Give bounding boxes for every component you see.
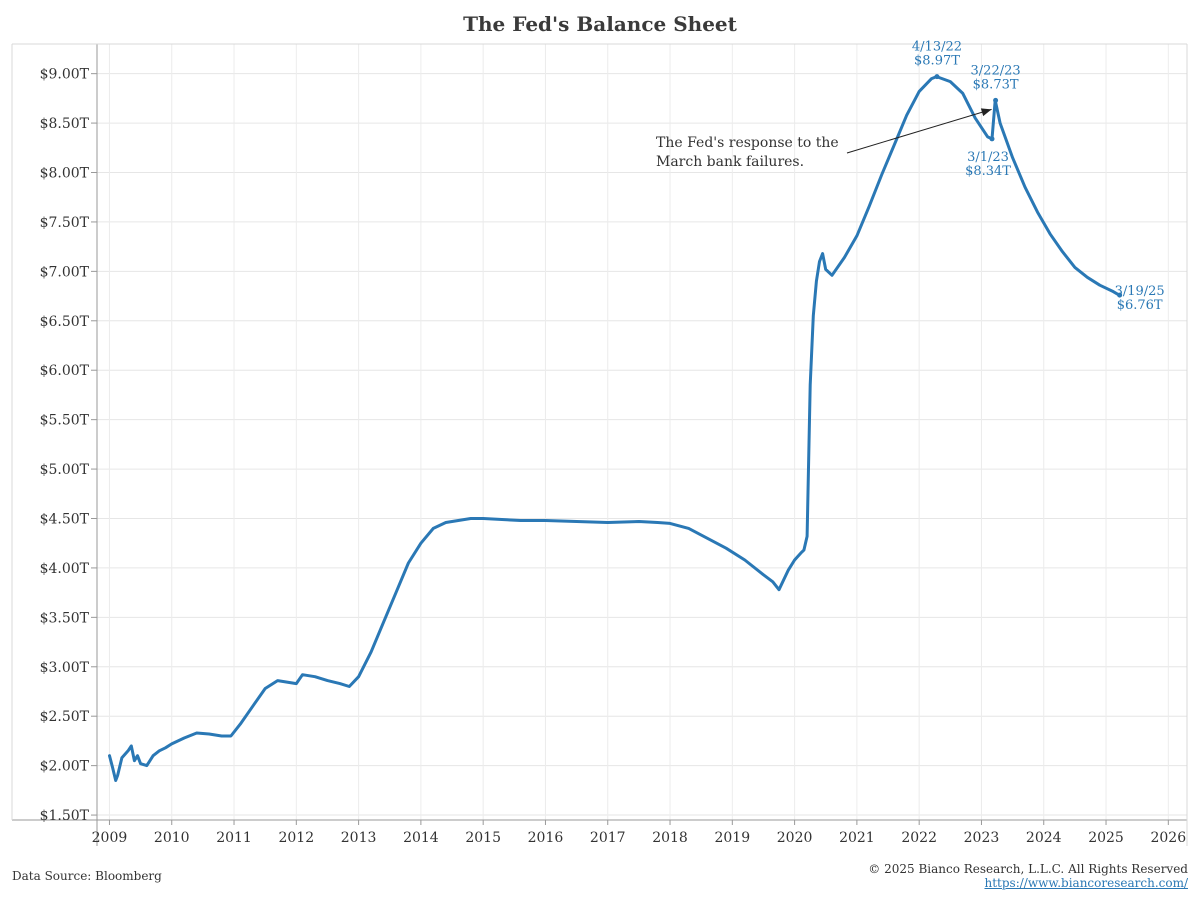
annotation-date: 3/19/25 <box>1115 284 1165 299</box>
y-tick-label: $4.50T <box>40 511 90 527</box>
note-arrow-line <box>846 108 992 154</box>
annotations: 4/13/22$8.97T 3/22/23$8.73T 3/1/23$8.34T 3/… <box>912 40 1165 313</box>
note-text: The Fed's response to the <box>656 135 839 151</box>
annotation-value: $8.73T <box>973 77 1019 92</box>
annotation-point <box>934 74 940 80</box>
y-tick-label: $4.00T <box>40 561 90 577</box>
x-tick-label: 2025 <box>1088 830 1124 846</box>
annotation-value: $8.97T <box>914 54 960 69</box>
website-link[interactable]: https://www.biancoresearch.com/ <box>984 876 1188 890</box>
y-tick-label: $9.00T <box>40 67 90 83</box>
y-tick-label: $3.50T <box>40 610 90 626</box>
grid <box>97 44 1187 820</box>
x-tick-label: 2022 <box>901 830 937 846</box>
y-ticks: $1.50T $2.00T $2.50T $3.00T $3.50T $4.00T $4.5… <box>40 67 90 824</box>
series-line <box>108 75 1121 782</box>
x-tick-label: 2009 <box>92 830 128 846</box>
annotation-date: 3/1/23 <box>967 150 1009 165</box>
x-tick-label: 2018 <box>652 830 688 846</box>
axes <box>11 43 1188 846</box>
annotation-value: $8.34T <box>965 164 1011 179</box>
annotation-date: 4/13/22 <box>912 40 962 55</box>
annotation-point <box>989 136 995 142</box>
note-arrow-head <box>980 108 992 117</box>
note-annotation: The Fed's response to the March bank fail… <box>656 108 992 170</box>
x-tick-label: 2012 <box>278 830 314 846</box>
x-tick-label: 2024 <box>1026 830 1062 846</box>
x-tick-label: 2013 <box>341 830 377 846</box>
y-tick-label: $6.50T <box>40 314 90 330</box>
copyright: © 2025 Bianco Research, L.L.C. All Right… <box>868 862 1188 876</box>
x-tick-label: 2021 <box>839 830 875 846</box>
x-tick-label: 2017 <box>590 830 626 846</box>
y-tick-label: $3.00T <box>40 660 90 676</box>
chart-title: The Fed's Balance Sheet <box>463 12 737 36</box>
y-tick-label: $2.50T <box>40 709 90 725</box>
x-tick-label: 2015 <box>465 830 501 846</box>
x-tick-label: 2011 <box>216 830 252 846</box>
annotation-value: $6.76T <box>1117 298 1163 313</box>
annotation-point <box>993 97 999 103</box>
y-tick-label: $5.00T <box>40 462 90 478</box>
y-tick-label: $8.00T <box>40 166 90 182</box>
y-tick-label: $7.50T <box>40 215 90 231</box>
x-tick-label: 2014 <box>403 830 439 846</box>
y-tick-label: $7.00T <box>40 264 90 280</box>
x-tick-label: 2023 <box>964 830 1000 846</box>
x-tick-label: 2020 <box>777 830 813 846</box>
y-tick-label: $6.00T <box>40 363 90 379</box>
annotation-date: 3/22/23 <box>971 63 1021 78</box>
x-tick-label: 2026 <box>1150 830 1186 846</box>
y-tick-label: $1.50T <box>40 808 90 824</box>
y-tick-label: $8.50T <box>40 116 90 132</box>
footer-right: © 2025 Bianco Research, L.L.C. All Right… <box>868 862 1188 890</box>
data-source: Data Source: Bloomberg <box>12 869 162 883</box>
x-tick-label: 2019 <box>714 830 750 846</box>
x-tick-label: 2010 <box>154 830 190 846</box>
y-tick-label: $5.50T <box>40 413 90 429</box>
x-ticks: 2009 2010 2011 2012 2013 2014 2015 2016 2017 2018… <box>92 830 1187 846</box>
annotation-point <box>1117 292 1123 298</box>
note-text: March bank failures. <box>656 154 804 170</box>
y-tick-label: $2.00T <box>40 759 90 775</box>
x-tick-label: 2016 <box>528 830 564 846</box>
